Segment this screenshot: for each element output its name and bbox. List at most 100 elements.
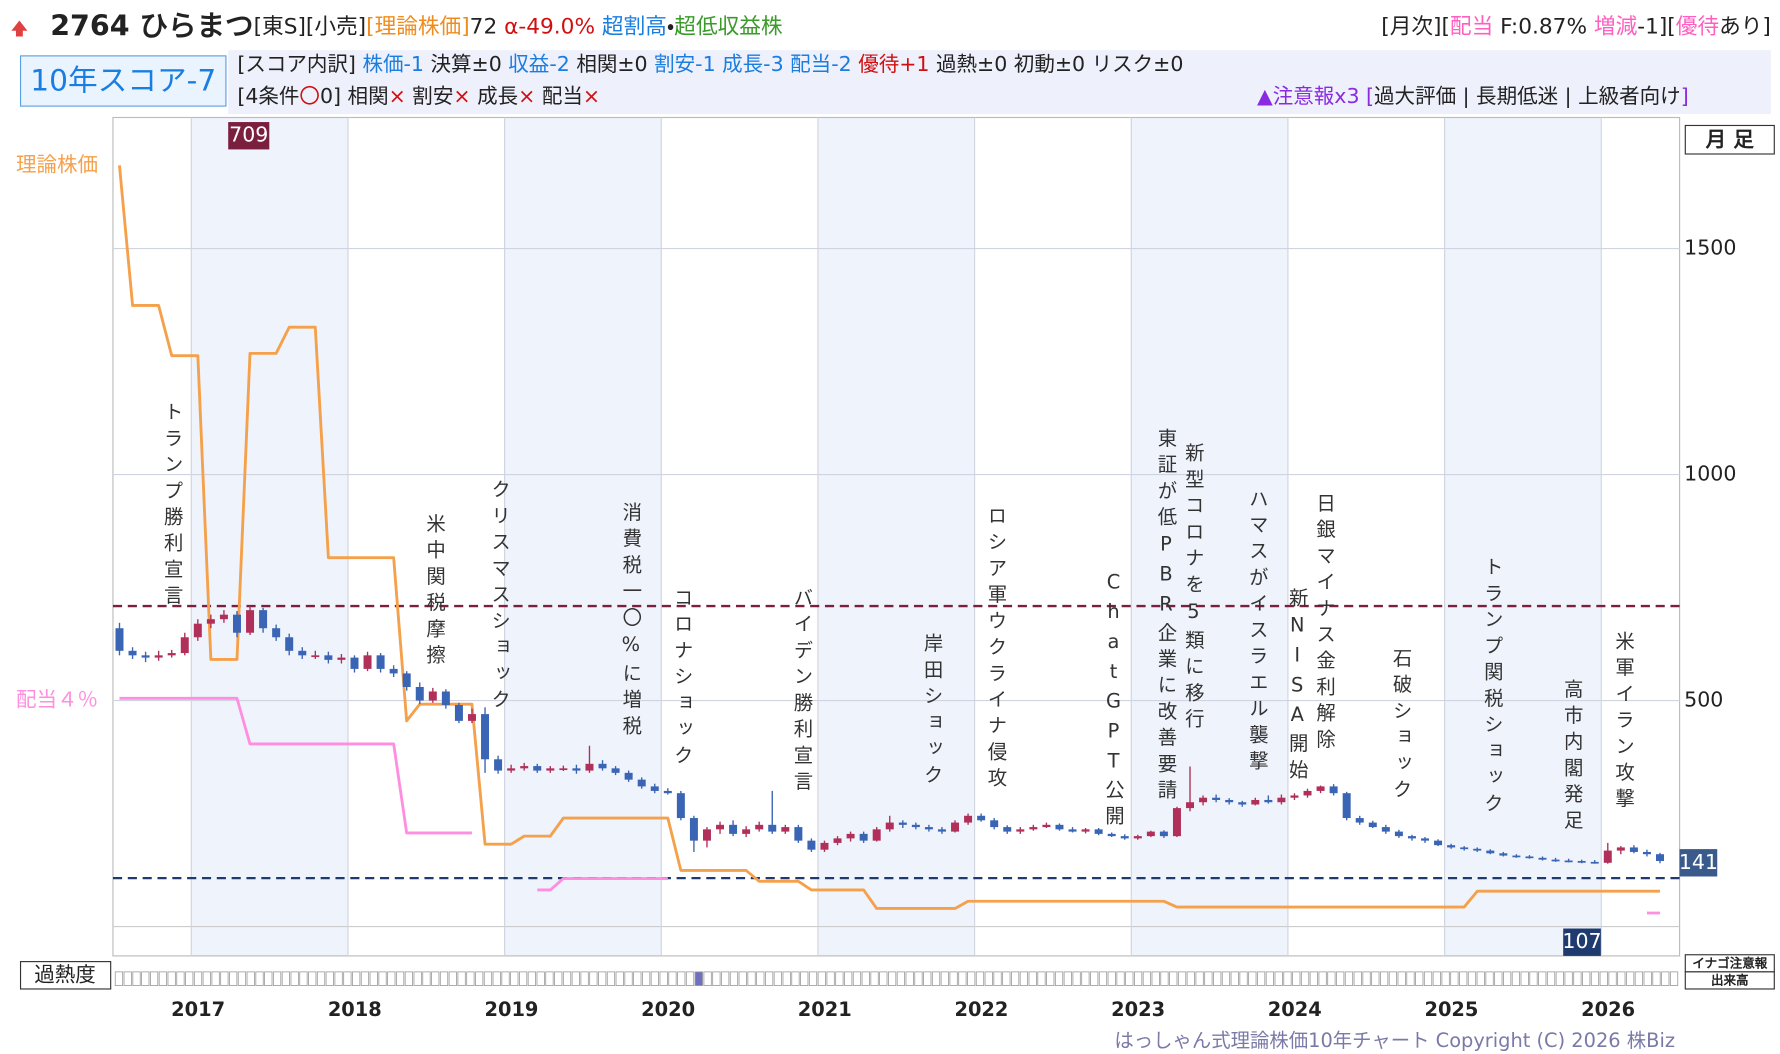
heat-cell	[413, 971, 422, 986]
candle-body	[1199, 797, 1208, 803]
candle-body	[1421, 838, 1430, 841]
heat-cell	[308, 971, 317, 986]
heat-cell	[1327, 971, 1336, 986]
heat-cell	[738, 971, 747, 986]
text-piece: 〇	[299, 84, 320, 108]
candle-body	[1316, 786, 1325, 791]
heat-cell	[958, 971, 967, 986]
candle-body	[1120, 836, 1129, 839]
heat-cell	[343, 971, 352, 986]
heat-cell	[1125, 971, 1134, 986]
candle-body	[990, 820, 999, 828]
candle-body	[833, 838, 842, 843]
heat-cell	[1353, 971, 1362, 986]
price-box	[228, 122, 270, 150]
text-piece: [理論株価]	[366, 14, 470, 39]
copyright: はっしゃん式理論株価10年チャート Copyright (C) 2026 株Bi…	[1114, 1029, 1675, 1052]
candle-body	[415, 686, 424, 701]
heat-cell	[316, 971, 326, 986]
heat-cell	[861, 971, 870, 986]
heat-cell	[501, 971, 510, 986]
candle-body	[702, 829, 711, 841]
candle-body	[1081, 829, 1090, 832]
heat-cell	[1520, 971, 1529, 986]
candle-body	[585, 763, 594, 771]
heat-cell	[176, 971, 185, 986]
heat-cell	[475, 971, 484, 986]
heat-cell	[158, 971, 167, 986]
heat-cell	[931, 971, 941, 986]
candle-body	[559, 768, 568, 771]
candle-body	[1107, 833, 1116, 837]
candle-body	[1603, 850, 1612, 863]
event-label: クリスマスショック	[488, 479, 511, 715]
text-piece: ×	[583, 84, 600, 108]
candle-body	[859, 833, 868, 841]
candle-body	[676, 793, 685, 819]
heat-cell	[149, 971, 159, 986]
heat-cell	[984, 971, 993, 986]
up-icon	[11, 20, 28, 37]
heat-cell	[1467, 971, 1477, 986]
heat-cell	[1169, 971, 1178, 986]
heat-cell	[773, 971, 783, 986]
heat-cell	[1318, 971, 1327, 986]
candle-body	[689, 818, 698, 841]
heat-cell	[1142, 971, 1152, 986]
heat-cell	[1652, 971, 1661, 986]
candle-body	[1499, 853, 1508, 856]
candle-body	[1473, 848, 1482, 851]
heat-cell	[1643, 971, 1652, 986]
heat-cell	[756, 971, 765, 986]
candle-body	[1525, 856, 1534, 859]
candle-body	[1029, 827, 1038, 830]
candle-body	[324, 655, 333, 660]
text-piece: 配当	[1450, 14, 1493, 39]
heat-cell	[1107, 971, 1116, 986]
heat-cell	[580, 971, 589, 986]
heat-cell	[1599, 971, 1608, 986]
heat-cell	[817, 971, 826, 986]
series-label: 配当４％	[16, 687, 98, 711]
heat-cell	[1054, 971, 1064, 986]
candle-body	[1486, 850, 1495, 854]
heat-cell	[1362, 971, 1371, 986]
heat-cell	[765, 971, 774, 986]
candle-body	[1068, 829, 1077, 832]
heat-cell	[1037, 971, 1046, 986]
heat-cell	[1344, 971, 1354, 986]
event-label: 新NISA開始	[1286, 587, 1309, 785]
event-label: ロシア軍ウクライナ侵攻	[984, 505, 1007, 794]
text-piece: 決算±0	[430, 52, 508, 76]
plot-area	[112, 116, 1681, 957]
candle-body	[507, 768, 516, 771]
heat-cell	[220, 971, 229, 986]
event-label: 米中関税摩擦	[423, 513, 446, 670]
heat-cell	[1511, 971, 1521, 986]
heat-cell	[659, 971, 668, 986]
heat-cell	[624, 971, 633, 986]
candle-body	[1381, 827, 1390, 832]
candle-body	[1642, 851, 1651, 855]
heat-box	[19, 961, 112, 990]
event-label: 高市内閣発足	[1561, 679, 1584, 836]
year-band	[504, 117, 662, 956]
x-tick-label: 2022	[954, 998, 1008, 1021]
heat-cell	[167, 971, 176, 986]
event-label: 石破ショック	[1390, 648, 1413, 805]
heat-label: 過熱度	[34, 962, 96, 986]
heat-cell	[1063, 971, 1072, 986]
heat-cell	[615, 971, 624, 986]
candle-body	[1407, 836, 1416, 839]
candle-body	[246, 610, 255, 633]
heat-cell	[422, 971, 431, 986]
heat-cell	[1476, 971, 1485, 986]
heat-cell	[1406, 971, 1415, 986]
y-tick-label: 1500	[1684, 236, 1736, 260]
heat-cell	[826, 971, 835, 986]
heat-cell	[1494, 971, 1503, 986]
heat-cell	[1072, 971, 1081, 986]
heat-cell	[369, 971, 378, 986]
heat-cell	[1151, 971, 1160, 986]
